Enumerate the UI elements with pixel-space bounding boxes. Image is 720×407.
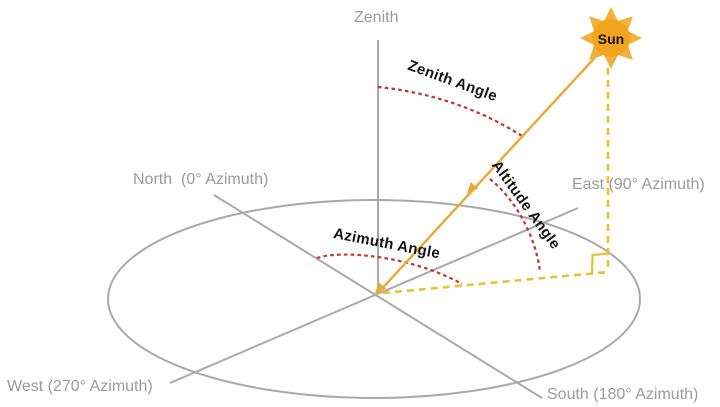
zenith-label: Zenith [354, 9, 399, 26]
north-label: North (0° Azimuth) [133, 171, 269, 188]
sun-label: Sun [597, 31, 625, 47]
east-label: East (90° Azimuth) [572, 176, 705, 193]
sun-disc [592, 19, 630, 57]
azimuth-angle-arc [316, 253, 463, 285]
horizon-ellipse [107, 199, 641, 399]
west-east-axis-line [169, 207, 579, 384]
sun-rays [580, 7, 642, 69]
south-label: South (180° Azimuth) [547, 386, 699, 403]
sun-ray-end-arrowhead [375, 282, 387, 294]
right-angle-marker [590, 252, 610, 275]
west-label: West (270° Azimuth) [7, 378, 153, 395]
sun-ray-line [376, 50, 602, 295]
zenith-angle-arc [377, 85, 523, 137]
sun-ray-mid-arrowhead [467, 182, 479, 194]
sun-icon [580, 7, 642, 69]
altitude-angle-arc [489, 178, 542, 273]
sun-horizontal-projection-dashed-line [382, 270, 609, 295]
north-south-axis-line [213, 194, 543, 399]
